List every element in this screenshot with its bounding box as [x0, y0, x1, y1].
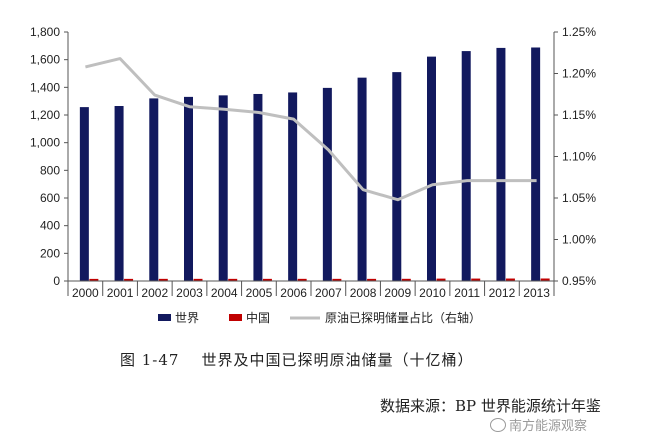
bar-world-2010 — [427, 56, 436, 281]
legend-label-world: 世界 — [175, 311, 199, 325]
bar-china-2008 — [367, 278, 377, 281]
left-tick-label: 200 — [40, 246, 60, 260]
x-tick-label: 2011 — [454, 286, 480, 300]
bar-china-2004 — [228, 278, 238, 281]
bar-china-2003 — [193, 278, 203, 281]
x-tick-label: 2004 — [211, 286, 238, 300]
x-tick-label: 2013 — [523, 286, 550, 300]
legend-label-china: 中国 — [246, 310, 270, 325]
plot-area — [79, 47, 550, 282]
bar-china-2009 — [401, 278, 411, 281]
legend-swatch-world — [158, 314, 171, 321]
bar-world-2002 — [149, 98, 159, 282]
watermark: 南方能源观察 — [487, 414, 591, 435]
bar-china-2012 — [505, 278, 515, 281]
figure-title: 世界及中国已探明原油储量（十亿桶） — [201, 351, 474, 369]
bar-world-2003 — [184, 96, 193, 282]
x-tick-label: 2001 — [107, 286, 134, 300]
bar-world-2006 — [288, 92, 298, 282]
bar-world-2000 — [79, 107, 89, 282]
chat-bubble-icon — [490, 418, 506, 432]
left-tick-label: 800 — [40, 163, 60, 177]
bar-china-2011 — [471, 278, 481, 281]
left-axis: 0 200 400 600 800 1,000 1,200 1,400 1,600 1,800 — [30, 25, 69, 288]
source-note: 数据来源：BP 世界能源统计年鉴 — [380, 397, 601, 415]
x-tick-label: 2008 — [350, 286, 377, 300]
right-tick-label: 1.10% — [562, 150, 596, 164]
left-tick-label: 1,000 — [30, 136, 60, 150]
left-tick-label: 1,800 — [30, 25, 60, 39]
x-tick-label: 2005 — [246, 286, 273, 300]
watermark-text: 南方能源观察 — [509, 419, 588, 434]
figure-caption: 图 1-47 世界及中国已探明原油储量（十亿桶） — [120, 349, 473, 370]
bar-world-2008 — [357, 77, 367, 282]
x-tick-label: 2003 — [176, 286, 203, 300]
left-tick-label: 600 — [40, 191, 60, 205]
legend-swatch-china — [229, 314, 242, 321]
bar-china-2010 — [436, 278, 446, 281]
left-tick-label: 1,400 — [30, 80, 60, 94]
chart: 0 200 400 600 800 1,000 1,200 1,400 1,600 1,800 0… — [30, 25, 596, 325]
right-tick-label: 1.15% — [562, 108, 596, 122]
x-tick-label: 2009 — [384, 286, 411, 300]
x-tick-label: 2010 — [419, 286, 446, 300]
bar-world-2012 — [496, 47, 506, 282]
x-tick-label: 2006 — [280, 286, 307, 300]
bar-world-2009 — [392, 72, 402, 281]
bar-world-2004 — [218, 95, 228, 282]
bar-china-2005 — [262, 278, 272, 281]
right-tick-label: 1.00% — [562, 233, 596, 247]
x-tick-label: 2000 — [72, 286, 99, 300]
figure-number: 图 1-47 — [120, 351, 180, 369]
right-tick-label: 1.20% — [562, 67, 596, 81]
bar-china-2000 — [89, 278, 99, 281]
left-tick-label: 1,200 — [30, 108, 60, 122]
left-tick-label: 400 — [40, 219, 60, 233]
right-tick-label: 0.95% — [562, 274, 596, 288]
bar-china-2007 — [332, 278, 342, 281]
bar-world-2005 — [253, 93, 263, 282]
x-tick-label: 2007 — [315, 286, 342, 300]
bar-world-2013 — [531, 47, 541, 281]
legend-label-line: 原油已探明储量占比（右轴） — [325, 310, 481, 325]
x-axis: 2000 2001 2002 2003 2004 2005 2006 2007 2008 2009… — [67, 280, 555, 300]
right-tick-label: 1.25% — [562, 25, 596, 39]
bar-china-2006 — [297, 278, 307, 281]
left-tick-label: 1,600 — [30, 53, 60, 67]
x-tick-label: 2002 — [141, 286, 168, 300]
bar-world-2007 — [322, 87, 332, 282]
left-tick-label: 0 — [53, 274, 60, 288]
bar-china-2001 — [124, 278, 134, 281]
series-line-share — [85, 57, 537, 202]
bar-china-2002 — [158, 278, 168, 281]
right-axis: 0.95% 1.00% 1.05% 1.10% 1.15% 1.20% 1.25% — [553, 25, 596, 288]
right-tick-label: 1.05% — [562, 191, 596, 205]
bar-world-2011 — [461, 51, 471, 282]
bar-world-2001 — [114, 106, 124, 281]
x-tick-label: 2012 — [489, 286, 516, 300]
legend: 世界 中国 原油已探明储量占比（右轴） — [158, 310, 481, 325]
bar-china-2013 — [540, 278, 550, 281]
